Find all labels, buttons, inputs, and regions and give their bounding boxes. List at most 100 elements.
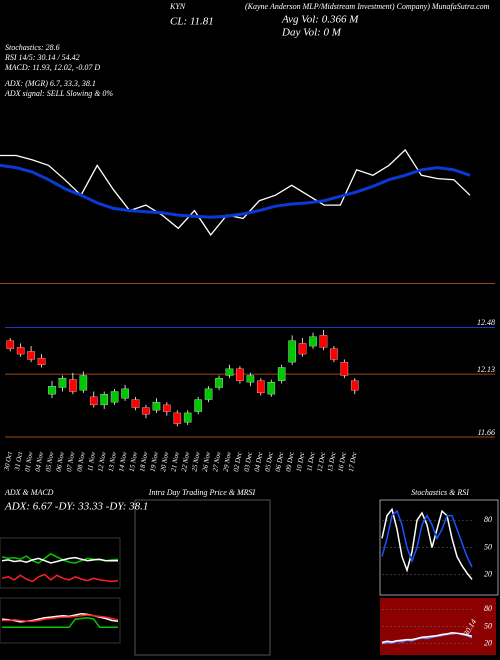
annotation: ADX: (MGR) 6.7, 33.3, 38.1 <box>4 79 96 88</box>
candle-body <box>236 368 244 381</box>
x-tick-label: 12 Dec <box>316 450 328 472</box>
candle-body <box>100 394 108 406</box>
candle-body <box>246 375 255 383</box>
x-tick-label: 05 Nov <box>44 450 56 472</box>
y-tick-label: 80 <box>484 604 492 613</box>
series-line <box>2 614 119 622</box>
candle-body <box>58 378 67 388</box>
series-line <box>1 556 118 564</box>
level-label: 11.66 <box>478 428 495 437</box>
y-tick-label: 50 <box>484 621 492 630</box>
series-line <box>381 507 473 580</box>
x-tick-label: 07 Nov <box>65 450 77 472</box>
macd-frame <box>0 597 121 644</box>
y-tick-label: 20 <box>484 638 492 647</box>
x-tick-label: 19 Nov <box>149 450 161 472</box>
candle-body <box>330 348 338 360</box>
annotation: ADX: 6.67 -DY: 33.33 -DY: 38.1 <box>4 501 148 513</box>
candle-body <box>142 407 150 415</box>
x-tick-label: 13 Nov <box>107 450 119 472</box>
y-tick-label: 80 <box>484 515 492 524</box>
intraday-frame <box>134 499 271 656</box>
candle-body <box>309 336 317 347</box>
series-line <box>1 552 119 564</box>
x-tick-label: 21 Nov <box>169 450 181 472</box>
candle-body <box>48 386 56 395</box>
x-tick-label: 31 Oct <box>13 450 25 472</box>
candle-body <box>163 404 171 412</box>
x-tick-label: 13 Dec <box>326 450 338 472</box>
candle-body <box>288 340 296 363</box>
candle-body <box>350 380 359 391</box>
annotation: Day Vol: 0 M <box>281 27 342 39</box>
annotation: (Kayne Anderson MLP/Midstream Investment… <box>245 2 490 11</box>
x-tick-label: 10 Dec <box>295 450 307 472</box>
x-tick-label: 29 Nov <box>222 450 234 472</box>
x-tick-label: 16 Dec <box>337 450 349 472</box>
x-tick-label: 06 Dec <box>274 450 286 472</box>
annotation: ADX signal: SELL Slowing & 0% <box>4 89 113 98</box>
candle-body <box>27 351 35 360</box>
x-tick-label: 06 Nov <box>55 450 67 472</box>
series-line <box>381 632 473 644</box>
x-tick-label: 05 Dec <box>263 450 275 472</box>
candle-body <box>267 382 276 395</box>
stoch-frame <box>379 499 499 596</box>
candle-body <box>204 388 213 400</box>
candle-body <box>79 375 88 391</box>
x-tick-label: 03 Dec <box>243 450 255 472</box>
x-tick-label: 08 Nov <box>76 450 88 472</box>
candle-body <box>194 399 202 412</box>
annotation: RSI 14/5: 30.14 / 54.42 <box>4 53 80 62</box>
x-tick-label: 04 Dec <box>253 450 265 472</box>
x-tick-label: 14 Nov <box>117 450 129 472</box>
annotation: CL: 11.81 <box>170 16 214 28</box>
candle-body <box>173 412 182 424</box>
x-tick-label: 20 Nov <box>159 450 171 472</box>
level-label: 12.13 <box>477 365 495 374</box>
candle-body <box>340 361 349 376</box>
annotation: Stochastics: 28.6 <box>5 43 60 52</box>
x-tick-label: 09 Dec <box>284 450 296 472</box>
candle-body <box>215 378 223 388</box>
annotation: Avg Vol: 0.366 M <box>281 14 359 26</box>
x-tick-label: 11 Nov <box>86 450 97 471</box>
series-line <box>1 573 119 583</box>
adx-frame <box>0 537 121 589</box>
candle-body <box>319 335 328 348</box>
x-tick-label: 01 Nov <box>23 450 35 472</box>
panel-title: Intra Day Trading Price & MRSI <box>148 488 256 497</box>
level-label: 12.48 <box>477 318 495 327</box>
annotation: KYN <box>169 2 186 11</box>
series-line <box>2 617 118 629</box>
candle-body <box>277 367 286 381</box>
series-line <box>0 163 471 219</box>
candle-body <box>89 396 98 406</box>
y-tick-label: 20 <box>484 570 492 579</box>
x-tick-label: 27 Nov <box>211 450 223 472</box>
x-tick-label: 15 Nov <box>128 450 140 472</box>
x-tick-label: 12 Nov <box>96 450 108 472</box>
annotation: MACD: 11.93, 12.02, -0.07 D <box>4 63 100 72</box>
candle-body <box>69 379 77 392</box>
candle-body <box>298 343 307 355</box>
candle-body <box>37 357 46 365</box>
candle-body <box>6 340 15 349</box>
candle-body <box>152 402 161 411</box>
x-tick-label: 26 Nov <box>201 450 213 472</box>
x-tick-label: 22 Nov <box>180 450 192 472</box>
candle-body <box>131 399 140 408</box>
candle-body <box>121 388 129 399</box>
x-tick-label: 11 Dec <box>305 450 316 471</box>
candle-body <box>183 412 192 423</box>
series-line <box>381 509 473 568</box>
candle-body <box>257 380 265 394</box>
x-tick-label: 17 Dec <box>347 450 359 472</box>
x-tick-label: 25 Nov <box>190 450 202 472</box>
candle-body <box>16 347 25 355</box>
panel-title: ADX & MACD <box>4 488 54 497</box>
x-tick-label: 04 Nov <box>34 450 46 472</box>
x-tick-label: 30 Oct <box>2 450 14 472</box>
